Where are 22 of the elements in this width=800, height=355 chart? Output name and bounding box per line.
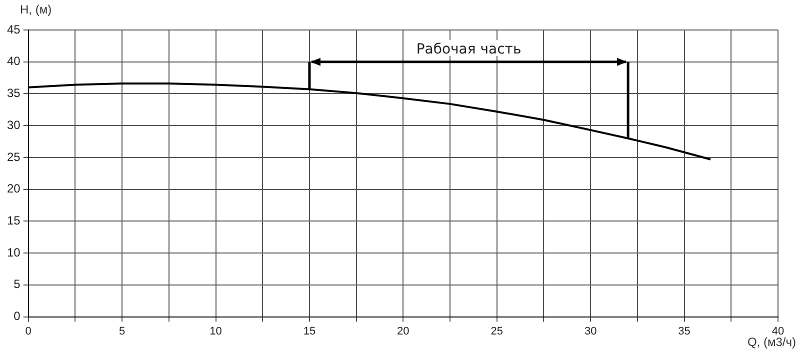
x-tick-label: 25	[490, 325, 504, 338]
y-tick-label: 40	[6, 54, 21, 68]
y-axis-title: H, (м)	[20, 2, 52, 16]
y-tick-label: 45	[6, 22, 21, 36]
x-tick-label: 15	[303, 325, 316, 338]
y-tick-label: 0	[14, 309, 21, 324]
x-tick-label: 35	[678, 325, 690, 338]
x-tick-label: 5	[118, 325, 126, 338]
x-tick-label: 40	[772, 325, 784, 338]
y-tick-label: 30	[6, 118, 21, 132]
x-tick-label: 10	[210, 325, 222, 338]
annotation: Рабочая часть	[416, 41, 522, 58]
y-tick-label: 35	[6, 86, 21, 100]
x-tick-label: 0	[25, 325, 32, 338]
x-tick-label: 20	[397, 325, 410, 338]
x-axis-title: Q, (м3/ч)	[747, 335, 796, 350]
y-tick-label: 20	[6, 182, 21, 196]
x-tick-label: 30	[584, 325, 597, 338]
y-tick-label: 25	[6, 150, 21, 164]
y-tick-label: 10	[6, 245, 21, 260]
y-tick-label: 5	[14, 277, 21, 292]
y-tick-label: 15	[6, 214, 21, 228]
